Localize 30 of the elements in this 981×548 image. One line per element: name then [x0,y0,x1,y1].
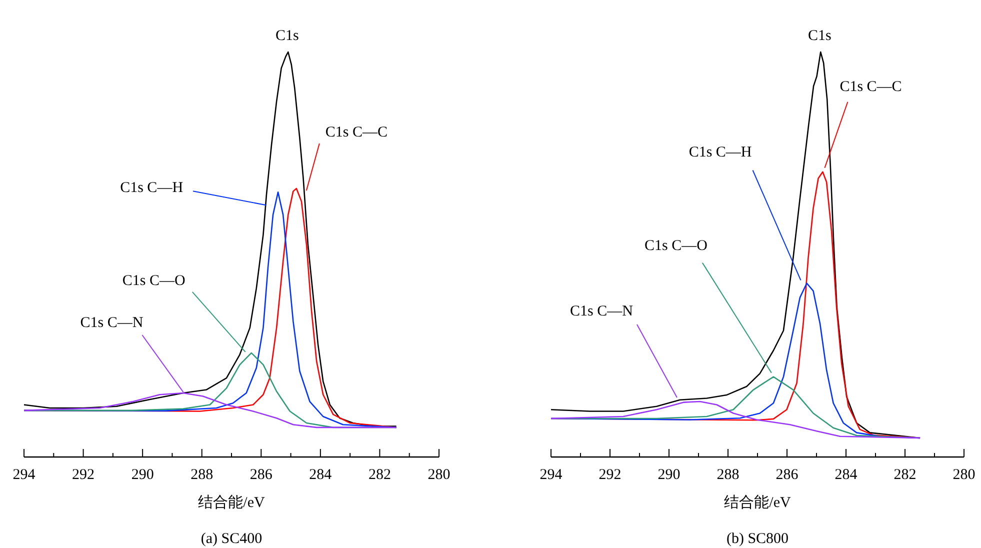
x-tick-label: 288 [716,467,740,483]
x-tick-label: 280 [428,467,450,483]
text: (b) SC800 [726,531,789,547]
x-tick-label: 290 [658,467,680,483]
x-tick-label: 294 [540,467,563,483]
text: C1s C—N [570,304,634,320]
legend-label: C1s C—H [120,180,184,196]
text: (a) SC400 [200,531,262,547]
text: C1s C—H [688,144,752,160]
series-label: C1s [808,28,832,44]
x-tick-label: 292 [598,467,622,483]
x-tick-label: 282 [894,467,916,483]
text: C1s C—C [325,124,388,140]
x-tick-label: 288 [190,467,214,483]
x-tick-label: 286 [776,467,799,483]
x-tick-label: 294 [12,467,36,483]
text: C1s C—O [644,238,708,254]
x-tick-label: 290 [131,467,154,483]
x-tick-label: 284 [309,467,332,483]
x-axis-title: 结合能/eV [724,494,791,511]
series-label: C1s [275,28,299,44]
x-tick-label: 280 [952,467,976,483]
text: C1s C—N [80,315,144,332]
x-axis-title: 结合能/eV [198,494,265,511]
x-tick-label: 286 [250,467,273,483]
x-tick-label: 292 [72,467,95,483]
text: C1s C—O [122,272,186,289]
x-tick-label: 282 [368,467,391,483]
x-tick-label: 284 [834,467,858,483]
text: C1s C—C [840,78,902,95]
